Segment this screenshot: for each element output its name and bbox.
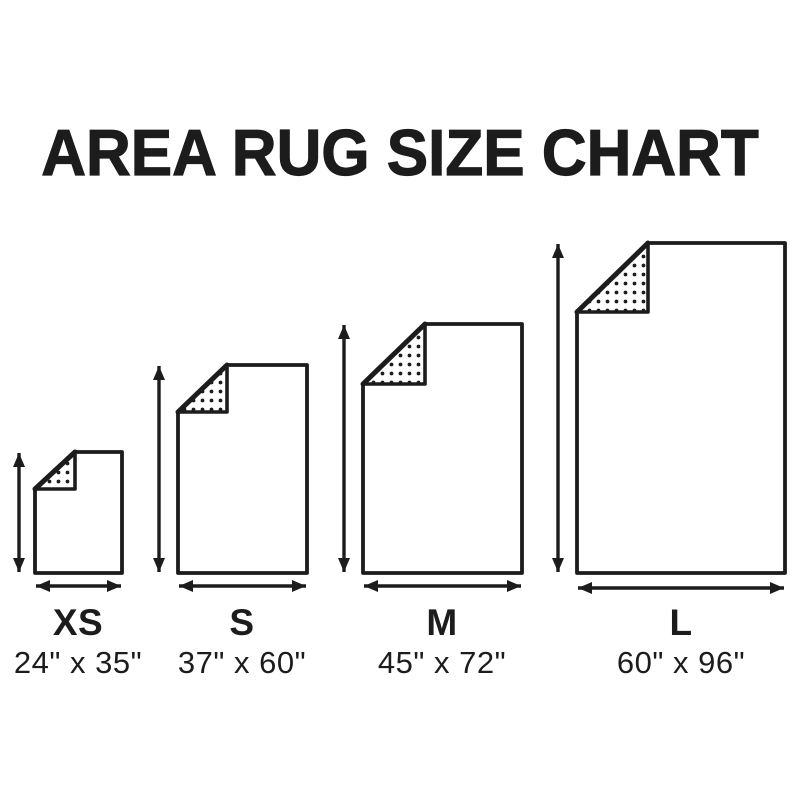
size-dimensions: 37" x 60" — [177, 645, 307, 680]
fold-edge — [175, 362, 230, 415]
size-label: XS — [52, 602, 104, 643]
rug-outline — [33, 450, 124, 575]
size-dimensions: 45" x 72" — [377, 645, 507, 680]
size-label-block-xs: XS 24" x 35" — [0, 603, 198, 680]
size-dimensions: 60" x 96" — [616, 645, 746, 680]
size-dimensions: 24" x 35" — [13, 645, 143, 680]
size-label-block-m: M 45" x 72" — [322, 603, 562, 680]
fold-edge — [32, 449, 78, 492]
size-label: S — [229, 602, 255, 643]
fold-edge — [360, 321, 428, 387]
rug-figure-l — [552, 240, 787, 594]
rug-figure-s — [153, 362, 309, 592]
size-label-block-s: S 37" x 60" — [122, 603, 362, 680]
size-label-block-l: L 60" x 96" — [561, 603, 800, 680]
fold-edge — [574, 240, 651, 315]
page-title: AREA RUG SIZE CHART — [41, 116, 760, 190]
size-label: L — [669, 602, 693, 643]
rug-figure-xs — [13, 449, 124, 592]
size-label: M — [426, 602, 458, 643]
rug-figure-m — [338, 321, 524, 592]
